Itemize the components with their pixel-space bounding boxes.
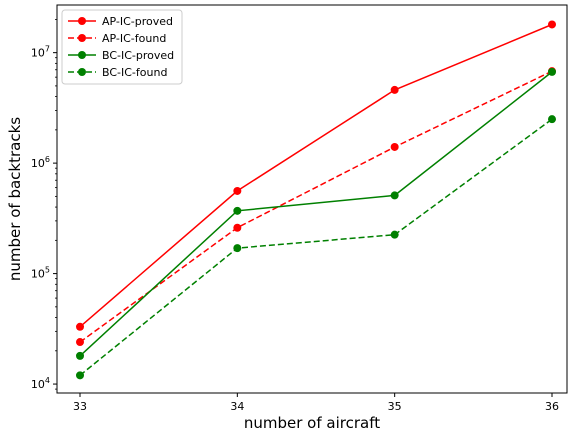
legend-marker xyxy=(78,34,86,42)
y-tick-label: 104 xyxy=(31,376,50,391)
data-point xyxy=(390,142,399,151)
x-tick-label: 35 xyxy=(388,400,402,413)
legend-label: AP-IC-found xyxy=(102,32,166,45)
data-point xyxy=(233,186,242,195)
data-point xyxy=(548,20,556,29)
y-tick-label: 106 xyxy=(31,155,50,170)
data-point xyxy=(390,230,399,239)
data-point xyxy=(233,244,242,253)
data-point xyxy=(548,115,556,124)
data-point xyxy=(76,351,84,360)
legend-label: BC-IC-proved xyxy=(102,49,174,62)
series-layer xyxy=(76,20,556,380)
legend: AP-IC-proved AP-IC-found BC-IC-proved BC-IC… xyxy=(61,9,183,85)
data-point xyxy=(548,67,556,76)
data-point xyxy=(233,223,242,232)
x-tick-label: 33 xyxy=(73,400,87,413)
series-line xyxy=(79,23,553,328)
x-axis-ticks: 33 34 35 36 xyxy=(73,393,559,413)
legend-label: AP-IC-proved xyxy=(102,15,173,28)
y-axis-ticks: 104 105 106 107 xyxy=(31,18,57,391)
y-tick-label: 105 xyxy=(31,266,50,281)
legend-marker xyxy=(78,17,86,25)
data-point xyxy=(76,371,84,380)
data-point xyxy=(76,322,84,331)
series-line xyxy=(79,71,553,357)
series-line xyxy=(79,70,553,343)
legend-box xyxy=(61,9,183,85)
series-line xyxy=(79,118,553,376)
data-point xyxy=(233,206,242,215)
x-tick-label: 36 xyxy=(545,400,559,413)
data-point xyxy=(390,191,399,200)
legend-label: BC-IC-found xyxy=(102,66,167,79)
legend-marker xyxy=(78,51,86,59)
data-point xyxy=(390,85,399,94)
y-axis-label: number of backtracks xyxy=(6,117,24,281)
x-tick-label: 34 xyxy=(230,400,244,413)
data-point xyxy=(76,338,84,347)
y-tick-label: 107 xyxy=(31,45,50,60)
legend-marker xyxy=(78,68,86,76)
plot-area xyxy=(56,4,568,394)
x-axis-label: number of aircraft xyxy=(244,414,380,432)
